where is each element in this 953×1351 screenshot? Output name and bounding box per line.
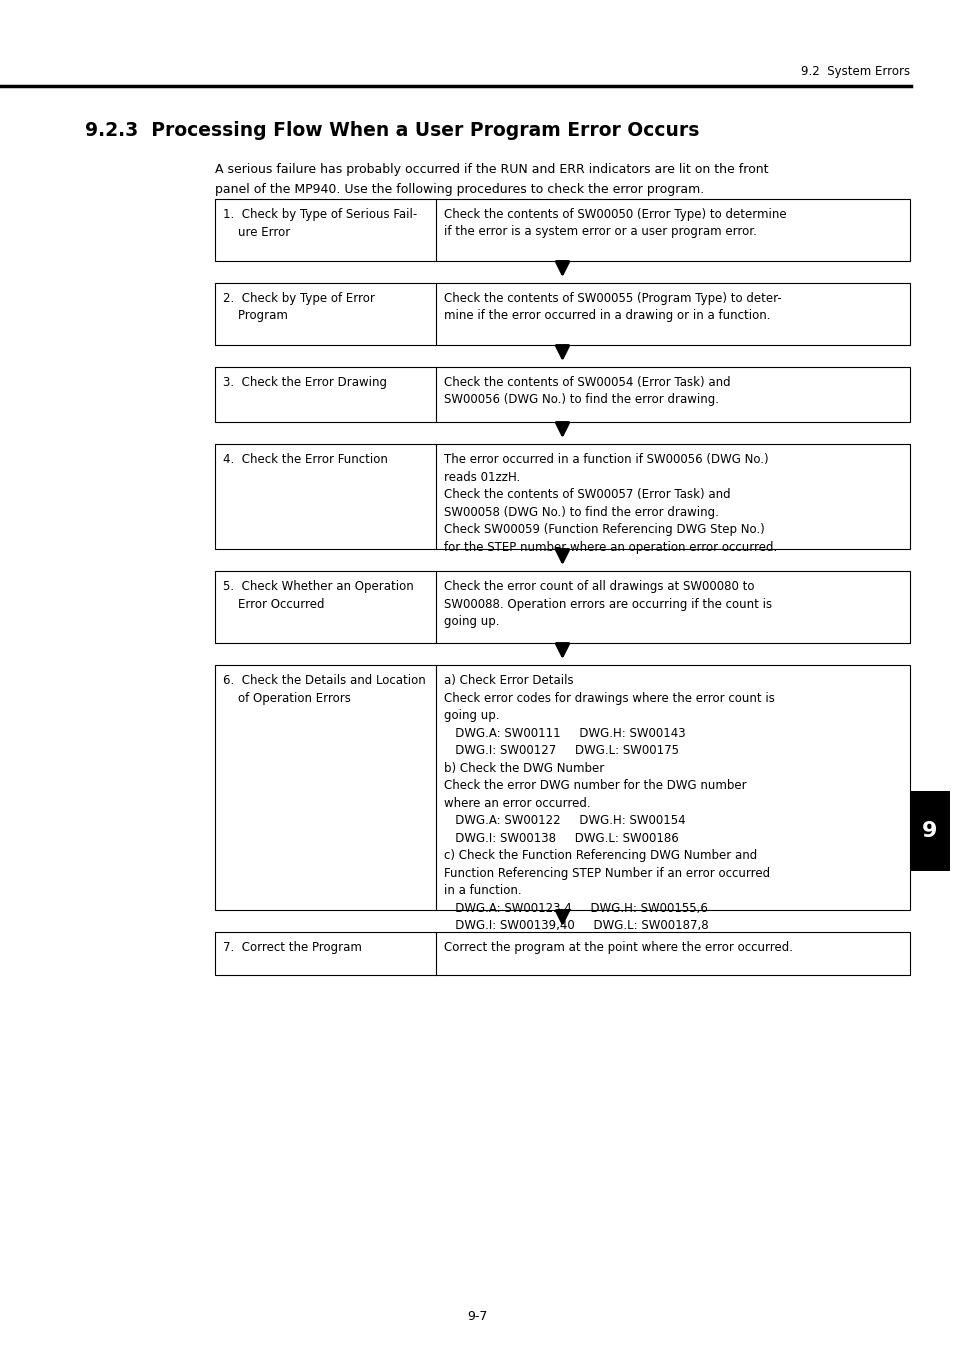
Text: 9.2  System Errors: 9.2 System Errors [800, 65, 909, 78]
Text: Check the error count of all drawings at SW00080 to
SW00088. Operation errors ar: Check the error count of all drawings at… [443, 580, 771, 628]
Text: 9: 9 [922, 821, 937, 842]
Text: Check the contents of SW00050 (Error Type) to determine
if the error is a system: Check the contents of SW00050 (Error Typ… [443, 208, 786, 239]
Text: Check the contents of SW00054 (Error Task) and
SW00056 (DWG No.) to find the err: Check the contents of SW00054 (Error Tas… [443, 376, 730, 407]
Bar [214, 199, 909, 261]
Bar [214, 932, 909, 975]
Text: The error occurred in a function if SW00056 (DWG No.)
reads 01zzH.
Check the con: The error occurred in a function if SW00… [443, 453, 777, 554]
Text: 3.  Check the Error Drawing: 3. Check the Error Drawing [223, 376, 387, 389]
Text: A serious failure has probably occurred if the RUN and ERR indicators are lit on: A serious failure has probably occurred … [214, 163, 768, 176]
Text: 9.2.3  Processing Flow When a User Program Error Occurs: 9.2.3 Processing Flow When a User Progra… [85, 122, 699, 141]
Bar [214, 665, 909, 911]
Text: 6.  Check the Details and Location
    of Operation Errors: 6. Check the Details and Location of Ope… [223, 674, 425, 704]
Bar [214, 367, 909, 422]
Bar [214, 282, 909, 345]
Text: 1.  Check by Type of Serious Fail-
    ure Error: 1. Check by Type of Serious Fail- ure Er… [223, 208, 416, 239]
Text: panel of the MP940. Use the following procedures to check the error program.: panel of the MP940. Use the following pr… [214, 182, 703, 196]
Text: 5.  Check Whether an Operation
    Error Occurred: 5. Check Whether an Operation Error Occu… [223, 580, 414, 611]
Bar [214, 444, 909, 549]
Text: Correct the program at the point where the error occurred.: Correct the program at the point where t… [443, 942, 792, 954]
Text: 2.  Check by Type of Error
    Program: 2. Check by Type of Error Program [223, 292, 375, 323]
Bar [909, 790, 949, 871]
Text: 7.  Correct the Program: 7. Correct the Program [223, 942, 361, 954]
Text: 9-7: 9-7 [466, 1309, 487, 1323]
Text: a) Check Error Details
Check error codes for drawings where the error count is
g: a) Check Error Details Check error codes… [443, 674, 774, 932]
Text: 4.  Check the Error Function: 4. Check the Error Function [223, 453, 388, 466]
Bar [214, 571, 909, 643]
Text: Check the contents of SW00055 (Program Type) to deter-
mine if the error occurre: Check the contents of SW00055 (Program T… [443, 292, 781, 323]
